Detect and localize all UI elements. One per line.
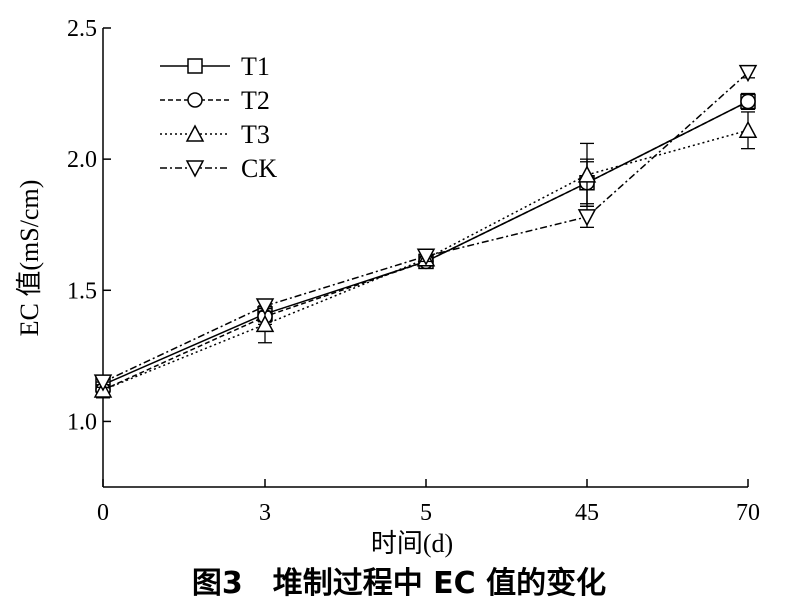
legend-item-t1: T1 <box>160 52 270 81</box>
x-tick-label: 0 <box>97 500 109 526</box>
data-point-ck <box>577 209 597 227</box>
ec-line-chart: 1.0 1.5 2.0 2.5 0 3 5 45 70 T1 T2 T3 CK EC 值(mS/cm)… <box>15 16 760 558</box>
legend-marker-t1 <box>187 58 203 74</box>
axis-ticks: 1.0 1.5 2.0 2.5 0 3 5 45 70 <box>67 16 760 526</box>
legend-marker-t2 <box>187 92 203 108</box>
x-axis-label: 时间(d) <box>371 529 453 558</box>
legend-label-ck: CK <box>241 154 277 183</box>
legend-item-ck: CK <box>160 154 277 183</box>
data-point-ck <box>255 298 275 316</box>
data-point-t2 <box>740 93 756 110</box>
legend-marker-ck <box>185 160 205 178</box>
legend-label-t3: T3 <box>241 120 270 149</box>
data-point-t3 <box>577 165 597 183</box>
legend-marker-t3 <box>185 124 205 142</box>
series-line-t1 <box>102 100 749 386</box>
x-tick-label: 70 <box>736 500 760 526</box>
series-line-ck <box>102 72 749 383</box>
series-line-t3 <box>102 129 749 391</box>
data-point-ck <box>93 374 113 392</box>
x-tick-label: 3 <box>259 500 271 526</box>
y-tick-label: 2.5 <box>67 16 97 42</box>
x-tick-label: 45 <box>575 500 599 526</box>
data-point-t3 <box>255 314 275 333</box>
plot-area <box>93 64 758 399</box>
y-tick-label: 1.5 <box>67 278 97 304</box>
figure-caption: 图3 堆制过程中 EC 值的变化 <box>191 566 607 601</box>
legend-item-t2: T2 <box>160 86 270 115</box>
legend-label-t2: T2 <box>241 86 270 115</box>
series-ck <box>93 64 758 392</box>
series-line-t2 <box>102 100 749 391</box>
legend: T1 T2 T3 CK <box>160 52 277 183</box>
x-tick-label: 5 <box>420 500 432 526</box>
data-point-t3 <box>738 120 758 139</box>
y-tick-label: 2.0 <box>67 147 97 173</box>
legend-label-t1: T1 <box>241 52 270 81</box>
data-point-ck <box>416 248 436 266</box>
y-axis-label: EC 值(mS/cm) <box>15 180 44 337</box>
data-point-ck <box>738 64 758 83</box>
legend-item-t3: T3 <box>160 120 270 149</box>
y-tick-label: 1.0 <box>67 409 97 435</box>
